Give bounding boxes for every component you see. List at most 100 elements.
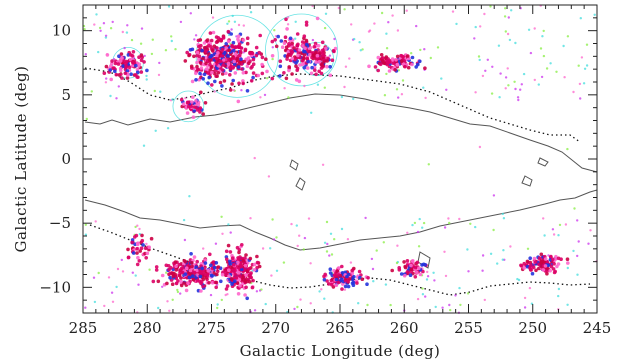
scatter-point (492, 194, 496, 197)
cluster-point (411, 259, 415, 263)
scatter-point (484, 69, 487, 73)
cluster-point (183, 272, 188, 277)
scatter-point (429, 56, 432, 60)
scatter-point (125, 31, 129, 34)
cluster-point (125, 69, 130, 73)
cluster-point (207, 43, 211, 48)
scatter-point (516, 96, 520, 99)
cluster-point (116, 62, 121, 66)
scatter-point (385, 72, 388, 76)
cluster-point (251, 71, 256, 75)
cluster-point (206, 81, 210, 85)
scatter-point (121, 30, 125, 34)
cluster-point (198, 274, 203, 279)
scatter-point (263, 93, 267, 97)
solid-contour (537, 157, 549, 167)
scatter-point (232, 89, 236, 92)
cluster-point (394, 58, 398, 62)
cluster-point (543, 264, 548, 268)
scatter-point (153, 89, 156, 93)
scatter-point (415, 24, 418, 28)
scatter-point (111, 300, 115, 303)
cluster-point (418, 59, 422, 64)
scatter-point (519, 88, 522, 91)
scatter-point (542, 217, 545, 220)
cluster-point (249, 275, 253, 280)
cluster-point (201, 56, 205, 61)
cluster-point (325, 279, 329, 283)
scatter-point (117, 85, 121, 88)
cluster-point (130, 54, 135, 58)
scatter-point (501, 258, 504, 261)
cluster-point (346, 284, 351, 289)
cluster-point (256, 73, 261, 78)
scatter-point (323, 26, 327, 30)
cluster-point (201, 284, 205, 289)
cluster-point (203, 265, 207, 270)
cluster-point (300, 40, 305, 44)
scatter-point (309, 302, 312, 305)
cluster-point (284, 76, 289, 81)
scatter-point (104, 81, 108, 84)
cluster-point (230, 82, 234, 86)
scatter-point (102, 22, 106, 25)
scatter-point (90, 90, 94, 93)
cluster-point (328, 271, 333, 275)
cluster-point (134, 73, 138, 77)
cluster-point (168, 275, 172, 280)
cluster-point (241, 81, 245, 86)
scatter-point (481, 269, 484, 272)
cluster-point (328, 267, 333, 272)
cluster-point (290, 72, 294, 76)
scatter-point (328, 54, 332, 57)
scatter-point (97, 271, 100, 275)
cluster-point (147, 245, 151, 249)
cluster-point (225, 284, 230, 288)
cluster-point (220, 84, 224, 88)
cluster-point (249, 79, 254, 83)
scatter-point (131, 271, 134, 274)
cluster-point (565, 257, 570, 262)
cluster-point (522, 266, 526, 270)
scatter-point (504, 7, 507, 10)
cluster-point (298, 63, 302, 67)
scatter-point (483, 12, 486, 16)
cluster-point (297, 48, 302, 52)
cluster-point (176, 279, 180, 283)
cluster-point (202, 45, 207, 50)
cluster-point (245, 89, 250, 93)
cluster-point (137, 259, 142, 263)
scatter-point (349, 261, 353, 264)
scatter-point (309, 262, 312, 265)
scatter-point (214, 242, 218, 245)
scatter-point (593, 13, 596, 16)
cluster-point (190, 261, 194, 265)
cluster-point (548, 268, 552, 273)
cluster-point (114, 72, 119, 77)
cluster-point (233, 272, 238, 277)
scatter-point (293, 307, 296, 311)
scatter-point (213, 90, 216, 93)
cluster-point (534, 268, 538, 273)
scatter-point (261, 247, 265, 250)
scatter-point (166, 300, 169, 303)
cluster-point (190, 264, 194, 269)
cluster-point (202, 72, 207, 77)
cluster-point (321, 53, 326, 58)
scatter-point (84, 223, 88, 226)
cluster-point (233, 279, 237, 284)
cluster-point (332, 273, 337, 278)
cluster-point (406, 65, 411, 70)
scatter-point (481, 254, 485, 257)
cluster-point (322, 277, 327, 282)
cluster-point (210, 83, 214, 87)
scatter-point (418, 217, 421, 221)
cluster-point (117, 54, 121, 58)
scatter-point (516, 277, 519, 281)
scatter-point (579, 97, 582, 100)
scatter-point (585, 64, 589, 67)
scatter-point (95, 13, 98, 16)
cluster-point (292, 46, 296, 50)
cluster-point (352, 266, 356, 271)
cluster-point (541, 268, 546, 272)
